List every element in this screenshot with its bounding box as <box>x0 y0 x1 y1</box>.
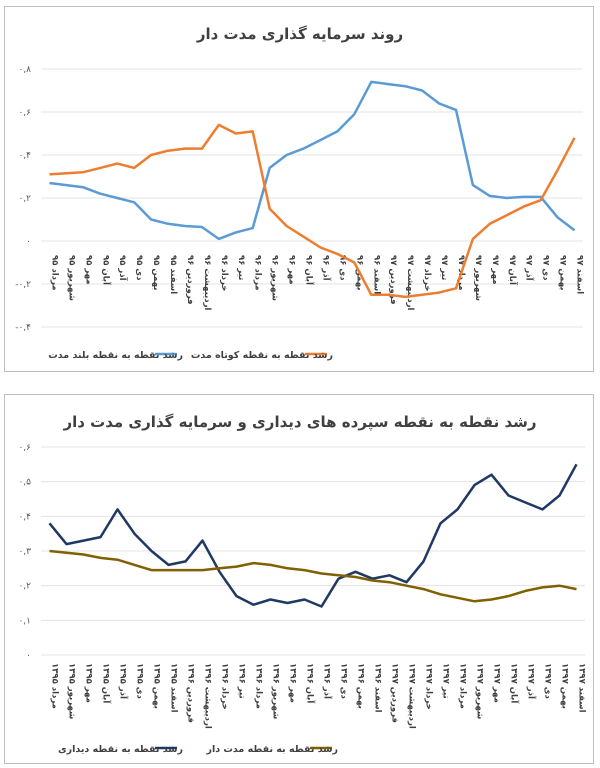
x-tick-label: شهریور ۱۳۹۶ <box>271 663 281 719</box>
x-tick-label: مرداد ۹۶ <box>253 255 263 291</box>
y-tick-label: -۰,۲ <box>15 280 31 290</box>
x-tick-label: دی ۱۳۹۶ <box>339 663 349 700</box>
chart-2-panel: رشد نقطه به نقطه سپرده های دیداری و سرما… <box>4 394 594 764</box>
y-tick-label: -۰,۴ <box>15 323 31 333</box>
x-tick-label: اسفند ۱۳۹۵ <box>169 663 179 713</box>
y-tick-label: ۰,۲ <box>18 582 31 592</box>
chart-1-title: روند سرمایه گذاری مدت دار <box>196 25 403 43</box>
x-tick-label: شهریور ۹۷ <box>473 255 483 301</box>
x-tick-label: اسفند ۱۳۹۷ <box>577 663 587 713</box>
x-tick-label: آذر ۹۶ <box>320 255 332 282</box>
x-tick-label: اردیبهشت ۱۳۹۷ <box>407 663 417 729</box>
x-tick-label: اسفند ۱۳۹۶ <box>373 663 383 713</box>
x-tick-label: بهمن ۱۳۹۶ <box>356 663 366 709</box>
chart-1-panel: ​ روند سرمایه گذاری مدت دار -۰,۴-۰,۲۰۰,۲… <box>4 6 594 372</box>
x-tick-label: مهر ۱۳۹۷ <box>492 663 502 703</box>
x-tick-label: آذر ۱۳۹۶ <box>322 663 334 700</box>
x-tick-label: مرداد ۱۳۹۵ <box>50 663 60 709</box>
series-line-2 <box>49 549 577 603</box>
x-tick-label: بهمن ۹۷ <box>558 255 568 291</box>
x-tick-label: دی ۱۳۹۵ <box>135 663 145 700</box>
series-line-2 <box>49 123 576 299</box>
x-tick-label: آبان ۱۳۹۷ <box>509 663 521 704</box>
x-tick-label: مهر ۹۶ <box>287 255 297 285</box>
x-tick-label: دی ۹۶ <box>337 255 347 281</box>
y-tick-label: ۰,۴ <box>18 512 31 522</box>
x-tick-label: مرداد ۹۵ <box>49 255 59 291</box>
x-tick-label: فروردین ۹۶ <box>185 255 195 305</box>
x-tick-label: تیر ۱۳۹۷ <box>441 663 451 699</box>
x-tick-label: مهر ۱۳۹۶ <box>288 663 298 703</box>
y-tick-label: ۰,۸ <box>18 65 31 75</box>
x-tick-label: آبان ۹۵ <box>100 255 112 286</box>
x-tick-label: بهمن ۱۳۹۵ <box>152 663 162 709</box>
x-tick-label: آبان ۱۳۹۵ <box>101 663 113 704</box>
x-tick-label: اردیبهشت ۹۷ <box>405 255 415 311</box>
x-tick-label: فروردین ۱۳۹۶ <box>186 663 196 723</box>
x-tick-label: بهمن ۹۵ <box>151 255 161 291</box>
x-tick-label: خرداد ۹۷ <box>422 255 432 291</box>
y-tick-label: ۰ <box>26 237 31 247</box>
x-tick-label: اردیبهشت ۱۳۹۶ <box>203 663 213 729</box>
y-tick-label: ۰,۳ <box>18 547 31 557</box>
x-tick-label: شهریور ۱۳۹۵ <box>67 663 77 719</box>
x-tick-label: فروردین ۹۷ <box>388 255 398 305</box>
x-tick-label: اسفند ۹۷ <box>575 255 585 294</box>
legend-label-1: رشد نقطه به نقطه بلند مدت <box>48 350 183 361</box>
x-tick-label: فروردین ۱۳۹۷ <box>390 663 400 723</box>
x-tick-label: دی ۱۳۹۷ <box>543 663 553 700</box>
y-tick-label: ۰ <box>26 651 31 661</box>
x-tick-label: اسفند ۹۵ <box>168 255 178 294</box>
x-tick-label: تیر ۹۷ <box>439 255 449 280</box>
series-line-1 <box>48 463 578 608</box>
y-tick-label: ۰,۲ <box>18 194 31 204</box>
chart-2-title: رشد نقطه به نقطه سپرده های دیداری و سرما… <box>62 413 536 432</box>
y-tick-label: ۰,۶ <box>18 108 31 118</box>
x-tick-label: مرداد ۱۳۹۶ <box>254 663 264 709</box>
y-tick-label: ۰,۵ <box>18 478 31 488</box>
x-tick-label: دی ۹۵ <box>134 255 144 281</box>
legend-label-1: رشد نقطه به نقطه دیداری <box>58 744 183 755</box>
x-tick-label: آذر ۱۳۹۷ <box>526 663 538 700</box>
x-tick-label: مرداد ۱۳۹۷ <box>458 663 468 709</box>
x-tick-label: خرداد ۹۶ <box>219 255 229 291</box>
x-tick-label: آذر ۹۷ <box>524 255 536 282</box>
chart-2: رشد نقطه به نقطه سپرده های دیداری و سرما… <box>18 413 587 755</box>
y-tick-label: ۰,۱ <box>18 616 31 626</box>
x-tick-label: شهریور ۱۳۹۷ <box>475 663 485 719</box>
x-tick-label: آذر ۹۵ <box>117 255 129 282</box>
chart-1: ​ روند سرمایه گذاری مدت دار -۰,۴-۰,۲۰۰,۲… <box>15 25 585 361</box>
x-tick-label: اسفند ۹۶ <box>371 255 381 294</box>
y-tick-label: ۰,۴ <box>18 151 31 161</box>
x-tick-label: شهریور ۹۶ <box>270 255 280 301</box>
legend-label-2: رشد نقطه به نقطه مدت دار <box>205 744 338 755</box>
x-tick-label: مهر ۹۷ <box>490 255 500 285</box>
x-tick-label: خرداد ۱۳۹۷ <box>424 663 434 710</box>
y-tick-label: ۰,۶ <box>18 443 31 453</box>
series-line-1 <box>49 80 576 241</box>
x-tick-label: آذر ۱۳۹۵ <box>118 663 130 700</box>
x-tick-label: اردیبهشت ۹۶ <box>202 255 212 311</box>
x-tick-label: مهر ۹۵ <box>83 255 93 285</box>
legend-label-2: رشد نقطه به نقطه کوتاه مدت <box>191 350 333 361</box>
x-tick-label: آبان ۱۳۹۶ <box>305 663 317 704</box>
x-tick-label: خرداد ۱۳۹۶ <box>220 663 230 710</box>
x-tick-label: دی ۹۷ <box>541 255 551 281</box>
x-tick-label: آبان ۹۶ <box>304 255 316 286</box>
x-tick-label: شهریور ۹۵ <box>66 255 76 301</box>
x-tick-label: آبان ۹۷ <box>507 255 519 286</box>
x-tick-label: تیر ۹۶ <box>236 255 246 280</box>
x-tick-label: تیر ۱۳۹۶ <box>237 663 247 699</box>
x-tick-label: بهمن ۱۳۹۷ <box>560 663 570 709</box>
x-tick-label: مهر ۱۳۹۵ <box>84 663 94 703</box>
